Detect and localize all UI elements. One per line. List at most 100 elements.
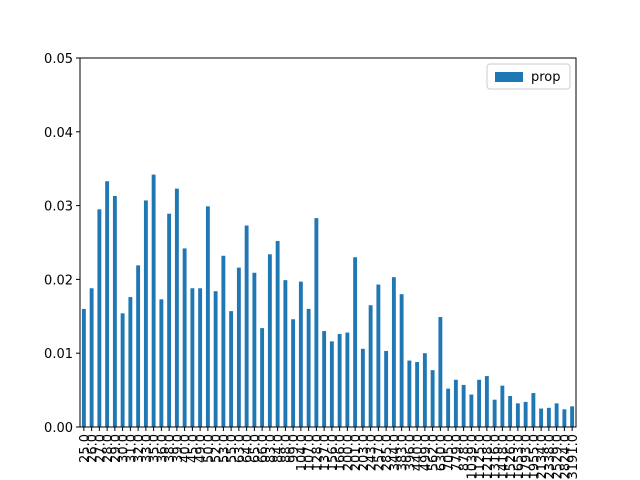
x-tick-label: 137.0 [318, 434, 333, 471]
bar [407, 360, 412, 427]
bar [539, 408, 544, 427]
x-tick-label: 156.0 [326, 434, 341, 471]
x-tick-label: 25.0 [78, 434, 93, 463]
x-tick-label: 36.0 [155, 434, 170, 463]
x-tick-label: 2134.0 [535, 434, 550, 480]
bar [182, 248, 187, 427]
bar [174, 188, 179, 427]
bar [298, 281, 303, 427]
x-tick-label: 35.0 [148, 434, 163, 463]
x-tick-label: 63.0 [233, 434, 248, 463]
bar [236, 267, 241, 427]
x-tick-label: 66.0 [256, 434, 271, 463]
x-tick-label: 285.0 [380, 434, 395, 471]
x-tick-label: 396.0 [403, 434, 418, 471]
x-tick-label: 200.0 [341, 434, 356, 471]
bar [283, 280, 288, 427]
x-tick-label: 45.0 [186, 434, 201, 463]
bar [376, 284, 381, 427]
bar [213, 291, 218, 427]
bar [531, 393, 536, 427]
bar [384, 350, 389, 427]
bar [136, 265, 141, 427]
bar [322, 331, 327, 427]
x-tick-label: 49.0 [194, 434, 209, 463]
bar [515, 403, 520, 427]
x-tick-label: 40.0 [179, 434, 194, 463]
x-tick-label: 878.0 [458, 434, 473, 471]
x-tick-label: 1218.0 [481, 434, 496, 480]
bar [151, 174, 156, 427]
y-tick-label: 0.02 [44, 273, 73, 288]
bar [546, 407, 551, 427]
x-tick-label: 39.0 [171, 434, 186, 463]
x-tick-label: 29.0 [109, 434, 124, 463]
bar [198, 288, 203, 427]
x-tick-label: 1526.0 [504, 434, 519, 480]
x-tick-label: 1793.0 [520, 434, 535, 480]
x-tick-label: 562.0 [427, 434, 442, 471]
legend-box [486, 63, 571, 90]
y-tick-label: 0.05 [44, 52, 73, 67]
x-tick-label: 1955.0 [527, 434, 542, 480]
x-tick-label: 33.0 [140, 434, 155, 463]
bar [275, 241, 280, 427]
x-tick-label: 88.0 [279, 434, 294, 463]
x-tick-label: 65.0 [248, 434, 263, 463]
bar [446, 388, 451, 427]
y-tick-label: 0.00 [44, 421, 73, 436]
bar [128, 297, 133, 427]
x-tick-label: 499.0 [419, 434, 434, 471]
bar [353, 257, 358, 427]
x-tick-label: 2529.0 [551, 434, 566, 480]
bar [314, 218, 319, 427]
bar [229, 311, 234, 427]
x-tick-label: 166.0 [334, 434, 349, 471]
x-tick-label: 84.0 [272, 434, 287, 463]
bar [89, 288, 94, 427]
x-tick-label: 344.0 [388, 434, 403, 471]
bar [453, 379, 458, 427]
bar [562, 409, 567, 427]
x-tick-label: 201.0 [349, 434, 364, 471]
bar [252, 272, 257, 427]
bar [112, 196, 117, 427]
x-tick-label: 38.0 [163, 434, 178, 463]
x-tick-label: 779.0 [450, 434, 465, 471]
bar [329, 341, 334, 427]
x-tick-label: 28.0 [101, 434, 116, 463]
legend-label: prop [531, 70, 561, 85]
x-tick-label: 1418.0 [496, 434, 511, 480]
bar [391, 277, 396, 427]
bar [415, 362, 420, 427]
bar [399, 294, 404, 427]
x-tick-label: 55.0 [225, 434, 240, 463]
bar [438, 317, 443, 427]
x-tick-label: 53.0 [217, 434, 232, 463]
bar [337, 334, 342, 427]
bar [205, 206, 210, 427]
x-tick-label: 99.0 [287, 434, 302, 463]
bar [260, 328, 265, 427]
x-tick-label: 107.0 [303, 434, 318, 471]
bar [291, 319, 296, 427]
bar [523, 401, 528, 427]
bar [267, 254, 272, 427]
x-tick-label: 64.0 [241, 434, 256, 463]
x-tick-label: 2824.0 [558, 434, 573, 480]
x-tick-label: 31.0 [124, 434, 139, 463]
bar [221, 255, 226, 427]
bar [105, 181, 110, 427]
x-tick-label: 383.0 [396, 434, 411, 471]
x-tick-label: 1653.0 [512, 434, 527, 480]
x-tick-label: 104.0 [295, 434, 310, 471]
bar [477, 379, 482, 427]
x-tick-label: 440.0 [411, 434, 426, 471]
bar [167, 213, 172, 427]
x-tick-label: 30.0 [117, 434, 132, 463]
legend-swatch [495, 72, 523, 82]
bar [492, 399, 497, 427]
bar [508, 396, 513, 427]
y-tick-label: 0.01 [44, 347, 73, 362]
x-tick-label: 1125.0 [473, 434, 488, 480]
